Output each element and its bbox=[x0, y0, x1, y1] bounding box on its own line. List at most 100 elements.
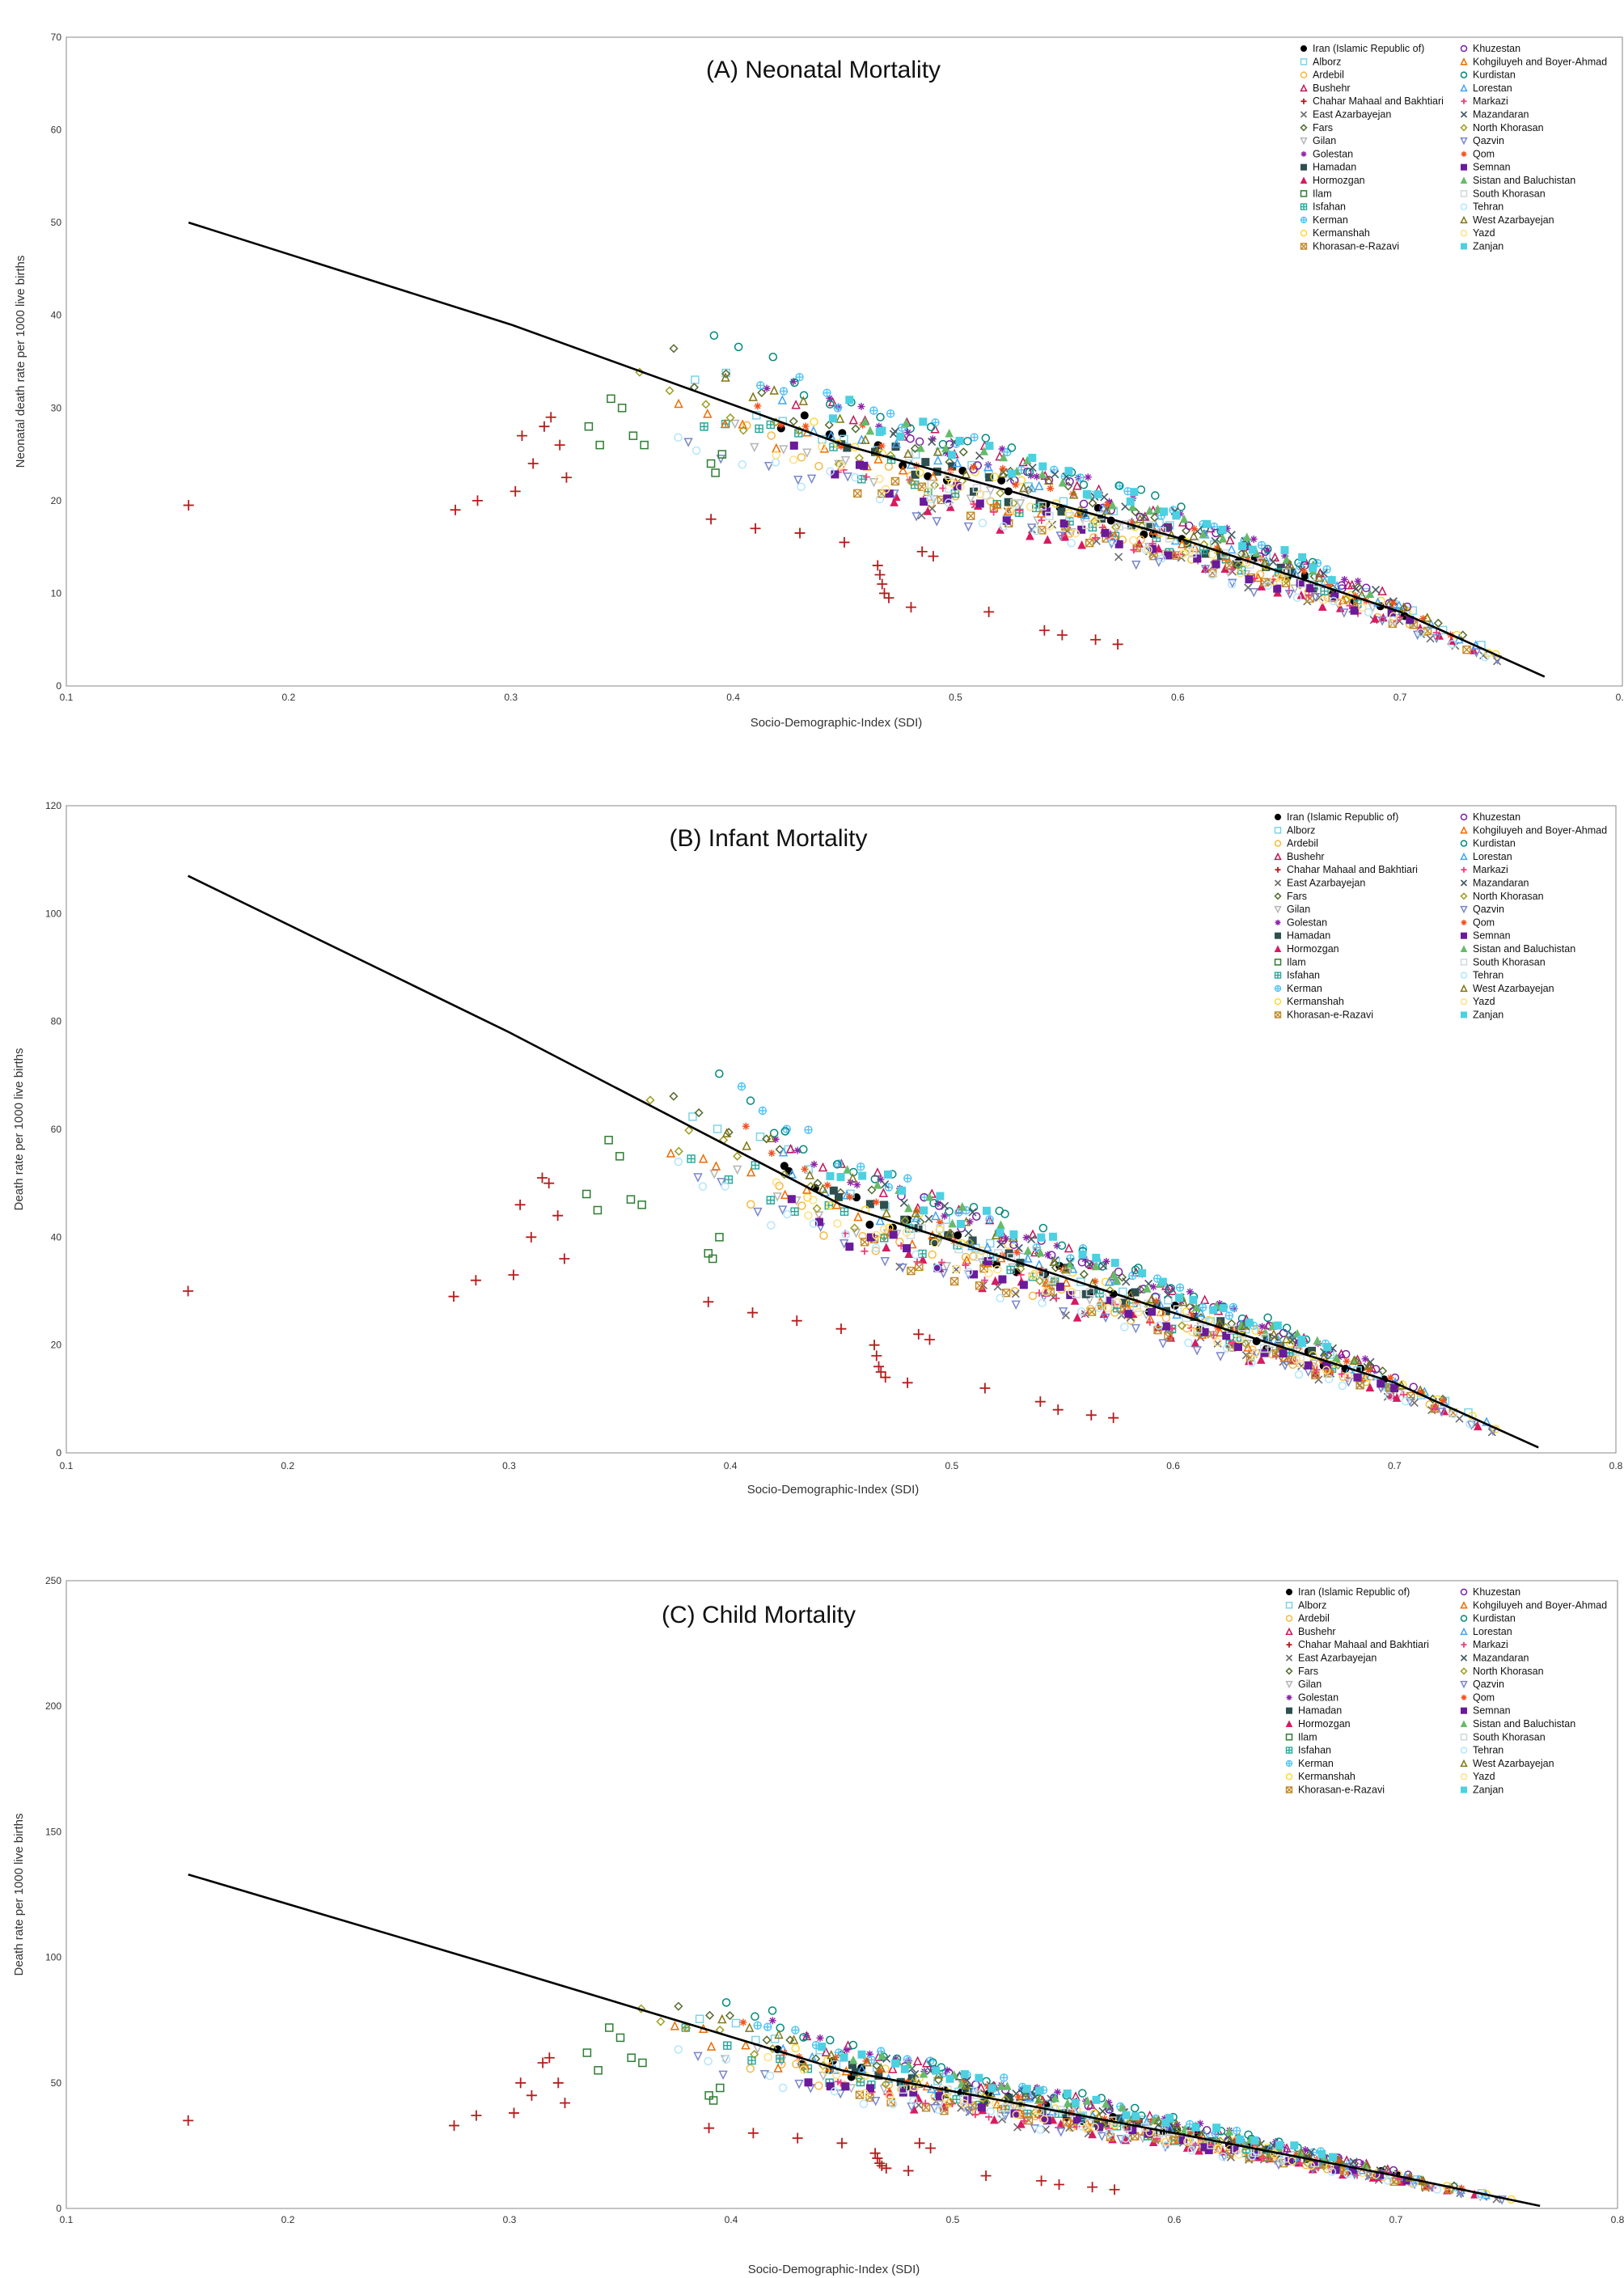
point-chahar-mahaal-and-bakhtiari bbox=[747, 1307, 759, 1319]
point-tehran bbox=[783, 1209, 792, 1219]
point-qom bbox=[801, 1165, 809, 1173]
legend-marker-iran-islamic-republic-of bbox=[1286, 1589, 1292, 1595]
point-zanjan bbox=[975, 2073, 983, 2082]
point-yazd bbox=[1318, 595, 1328, 604]
point-yazd bbox=[817, 442, 827, 451]
point-chahar-mahaal-and-bakhtiari bbox=[872, 560, 883, 571]
point-chahar-mahaal-and-bakhtiari bbox=[554, 439, 565, 451]
point-mazandaran bbox=[996, 1240, 1005, 1249]
point-yazd bbox=[804, 1211, 813, 1220]
point-chahar-mahaal-and-bakhtiari bbox=[881, 2162, 892, 2174]
point-south-khorasan bbox=[936, 1224, 945, 1233]
point-north-khorasan bbox=[900, 1216, 910, 1226]
legend-marker-mazandaran bbox=[1460, 1654, 1468, 1662]
point-ilam bbox=[607, 394, 615, 404]
point-qom bbox=[1364, 1366, 1372, 1374]
point-kohgiluyeh-and-boyer-ahmad bbox=[773, 2063, 783, 2073]
point-ilam bbox=[706, 459, 716, 468]
point-qom bbox=[1013, 1248, 1021, 1256]
legend-marker-isfahan bbox=[1274, 972, 1282, 979]
point-golestan bbox=[826, 394, 834, 402]
legend-marker-ilam bbox=[1285, 1734, 1293, 1741]
point-hamadan bbox=[880, 1200, 889, 1209]
point-yazd bbox=[1178, 549, 1188, 558]
legend-label-west-azarbayejan: West Azarbayejan bbox=[1473, 214, 1554, 226]
point-kurdistan bbox=[928, 2058, 937, 2067]
point-yazd bbox=[1322, 1366, 1331, 1375]
point-khuzestan bbox=[1065, 477, 1074, 486]
point-sistan-and-baluchistan bbox=[1108, 500, 1118, 510]
legend-label-west-azarbayejan: West Azarbayejan bbox=[1473, 1758, 1554, 1769]
point-khorasan-e-razavi bbox=[1260, 578, 1269, 586]
legend-marker-north-khorasan bbox=[1460, 124, 1468, 132]
point-north-khorasan bbox=[750, 2050, 759, 2060]
point-west-azarbayejan bbox=[789, 2035, 799, 2044]
point-yazd bbox=[1207, 550, 1217, 559]
point-golestan bbox=[1263, 546, 1271, 554]
point-gilan bbox=[732, 1165, 742, 1175]
point-zanjan bbox=[1219, 1304, 1228, 1313]
point-chahar-mahaal-and-bakhtiari bbox=[791, 1315, 802, 1327]
point-lorestan bbox=[875, 1215, 885, 1226]
point-hormozgan bbox=[882, 1243, 891, 1251]
point-markazi bbox=[1130, 546, 1138, 554]
point-west-azarbayejan bbox=[766, 1133, 776, 1143]
point-zanjan bbox=[1009, 1230, 1018, 1239]
point-north-khorasan bbox=[886, 451, 895, 460]
point-hormozgan bbox=[1077, 540, 1086, 549]
legend-label-mazandaran: Mazandaran bbox=[1473, 878, 1529, 889]
point-iran-islamic-republic-of bbox=[997, 476, 1006, 485]
point-zanjan bbox=[1250, 2136, 1259, 2145]
point-gilan bbox=[869, 477, 879, 488]
point-kermanshah bbox=[1251, 1326, 1261, 1336]
point-qazvin bbox=[835, 2089, 845, 2099]
legend-marker-markazi bbox=[1461, 1641, 1467, 1648]
point-markazi bbox=[1259, 2154, 1267, 2162]
x-tick-label: 0.4 bbox=[725, 2214, 738, 2225]
point-hormozgan bbox=[991, 1276, 1000, 1285]
point-chahar-mahaal-and-bakhtiari bbox=[916, 546, 928, 557]
point-gilan bbox=[1009, 2103, 1019, 2113]
point-north-khorasan bbox=[733, 1151, 742, 1161]
legend-marker-golestan bbox=[1275, 919, 1281, 925]
point-qazvin bbox=[1039, 1292, 1049, 1302]
point-yazd bbox=[1068, 1287, 1076, 1297]
point-golestan bbox=[1105, 2098, 1113, 2107]
point-west-azarbayejan bbox=[1094, 2111, 1104, 2122]
point-lorestan bbox=[911, 1213, 921, 1222]
point-north-khorasan bbox=[1000, 2094, 1010, 2104]
point-golestan bbox=[853, 1181, 861, 1189]
point-qazvin bbox=[1363, 2171, 1372, 2181]
point-ilam bbox=[704, 2091, 713, 2100]
legend-marker-lorestan bbox=[1460, 1627, 1468, 1636]
point-khorasan-e-razavi bbox=[1172, 551, 1181, 560]
y-tick-label: 0 bbox=[56, 2203, 61, 2214]
legend-label-fars: Fars bbox=[1298, 1666, 1318, 1677]
point-qom bbox=[1047, 485, 1055, 493]
point-qom bbox=[1251, 2142, 1259, 2150]
point-golestan bbox=[772, 1135, 780, 1143]
point-khorasan-e-razavi bbox=[878, 489, 886, 498]
point-sistan-and-baluchistan bbox=[873, 1180, 882, 1189]
point-lorestan bbox=[1482, 1416, 1491, 1426]
plot-frame bbox=[66, 805, 1617, 1454]
point-kerman bbox=[779, 387, 789, 396]
point-isfahan bbox=[723, 2041, 732, 2050]
point-semnan bbox=[865, 2084, 874, 2093]
point-kerman bbox=[1224, 1311, 1234, 1320]
point-qom bbox=[1417, 1388, 1425, 1396]
point-hamadan bbox=[921, 458, 930, 467]
legend-marker-golestan bbox=[1286, 1694, 1292, 1700]
point-fars bbox=[958, 447, 968, 457]
point-semnan bbox=[1161, 1322, 1170, 1331]
point-north-khorasan bbox=[725, 413, 735, 422]
point-west-azarbayejan bbox=[1423, 612, 1432, 622]
point-hormozgan bbox=[923, 506, 933, 515]
point-west-azarbayejan bbox=[717, 2013, 727, 2024]
point-tehran bbox=[1157, 554, 1166, 563]
point-hamadan bbox=[985, 473, 994, 482]
point-qazvin bbox=[717, 1178, 726, 1188]
point-chahar-mahaal-and-bakhtiari bbox=[979, 1382, 991, 1394]
legend-marker-alborz bbox=[1274, 827, 1282, 834]
legend: Iran (Islamic Republic of)Alborz Ardebil B… bbox=[1285, 1586, 1607, 1796]
